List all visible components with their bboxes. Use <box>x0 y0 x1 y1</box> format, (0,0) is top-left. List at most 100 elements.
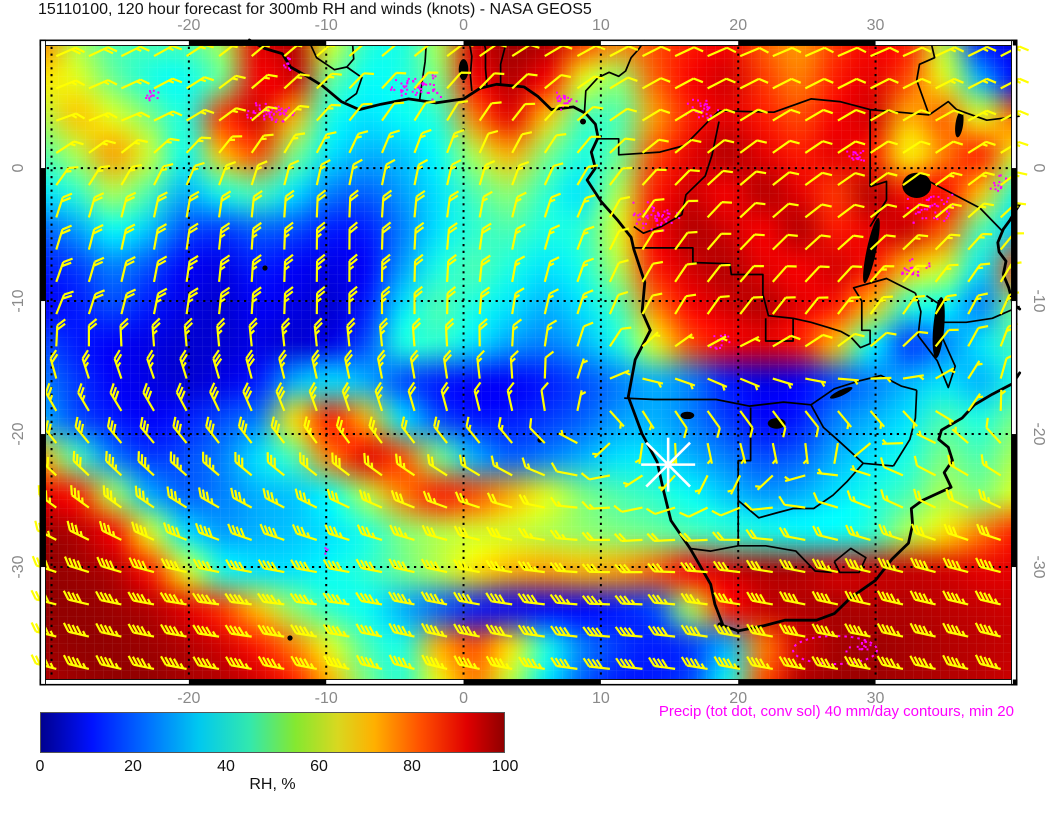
wind-barb <box>250 221 262 250</box>
precip-dot <box>909 267 912 269</box>
precip-dot <box>943 219 946 222</box>
wind-barb <box>348 253 358 282</box>
wind-barb <box>837 77 867 90</box>
precip-dot <box>434 75 437 78</box>
wind-barb <box>771 296 796 315</box>
y-tick-label-right: -10 <box>1030 289 1047 313</box>
wind-barb <box>614 563 643 574</box>
wind-barb <box>283 253 294 282</box>
wind-barb <box>511 160 530 186</box>
wind-barb <box>646 532 676 542</box>
wind-barb <box>166 486 188 509</box>
precip-dot <box>706 105 709 108</box>
wind-barb <box>811 590 839 606</box>
precip-dot <box>286 115 289 117</box>
wind-barb <box>198 487 220 509</box>
wind-barb <box>87 165 111 186</box>
precip-dot <box>713 335 716 338</box>
precip-dot <box>283 109 286 112</box>
precip-dot <box>288 67 290 70</box>
wind-barb <box>869 171 898 186</box>
wind-barb <box>878 523 904 541</box>
precip-dot <box>925 198 928 201</box>
wind-barb <box>127 591 155 606</box>
precip-dot <box>639 218 641 221</box>
wind-barb <box>881 438 904 445</box>
precip-dot <box>678 217 681 220</box>
precip-dot <box>906 273 909 276</box>
wind-barb <box>185 254 199 283</box>
y-tick-label-left: -20 <box>10 422 27 446</box>
wind-barb <box>576 75 605 90</box>
wind-barb <box>62 654 90 670</box>
wind-barb <box>120 45 150 58</box>
map-frame <box>39 39 1018 686</box>
wind-barb <box>529 418 546 444</box>
wind-barb <box>348 102 373 122</box>
precip-dot <box>1005 177 1007 180</box>
wind-barb <box>478 190 493 218</box>
wind-barb <box>517 624 545 638</box>
wind-barb <box>511 255 526 283</box>
wind-barb <box>746 655 773 670</box>
precip-dot <box>267 107 270 110</box>
wind-barb <box>421 524 448 541</box>
wind-barb <box>427 454 448 477</box>
wind-barb <box>185 190 200 218</box>
precip-dot <box>278 113 281 116</box>
wind-barb <box>641 292 663 315</box>
wind-barb <box>517 592 545 606</box>
wind-barb <box>497 417 514 444</box>
precip-dot <box>289 69 292 71</box>
wind-barb <box>543 192 562 218</box>
precip-dot <box>432 90 435 93</box>
precip-dot <box>997 189 1000 192</box>
wind-barb <box>262 487 285 509</box>
precip-dot <box>928 265 931 268</box>
precip-dot <box>918 203 921 205</box>
wind-barb <box>388 654 415 670</box>
wind-barb <box>376 349 386 379</box>
precip-dot <box>650 228 653 231</box>
wind-barb <box>358 489 383 509</box>
precip-dot <box>149 95 152 98</box>
wind-barb <box>778 558 806 574</box>
precip-dot <box>637 218 640 221</box>
wind-barb <box>576 105 604 122</box>
wind-barb <box>576 358 589 379</box>
wind-barb <box>186 76 215 90</box>
wind-barb <box>804 203 832 219</box>
wind-barb <box>543 288 559 315</box>
precip-dot <box>287 62 290 65</box>
precip-dot <box>946 200 948 203</box>
wind-barb <box>608 227 630 251</box>
wind-barb <box>869 203 898 219</box>
wind-barb <box>674 108 703 122</box>
wind-barb <box>870 376 892 383</box>
precip-dot <box>699 102 702 105</box>
wind-barb <box>804 333 833 348</box>
precip-dot <box>405 85 408 88</box>
wind-barb <box>120 191 137 218</box>
precip-dot <box>659 223 662 226</box>
wind-barb <box>257 624 285 638</box>
precip-dot <box>432 77 435 80</box>
wind-barb <box>413 128 432 154</box>
wind-barb <box>902 77 932 90</box>
wind-barb <box>316 72 342 90</box>
wind-barb <box>380 285 391 315</box>
precip-dot <box>928 262 931 265</box>
wind-barb <box>185 161 205 186</box>
precip-dot <box>560 97 562 100</box>
precip-dot <box>411 90 414 93</box>
country-border <box>344 66 363 103</box>
precip-dot <box>852 151 855 154</box>
wind-barb <box>713 655 741 670</box>
wind-barb <box>62 622 90 638</box>
wind-barb <box>374 381 384 412</box>
wind-barb <box>713 591 741 606</box>
wind-barb <box>49 349 59 379</box>
wind-barb <box>674 293 697 315</box>
country-border <box>307 39 355 71</box>
wind-barb <box>511 131 533 154</box>
